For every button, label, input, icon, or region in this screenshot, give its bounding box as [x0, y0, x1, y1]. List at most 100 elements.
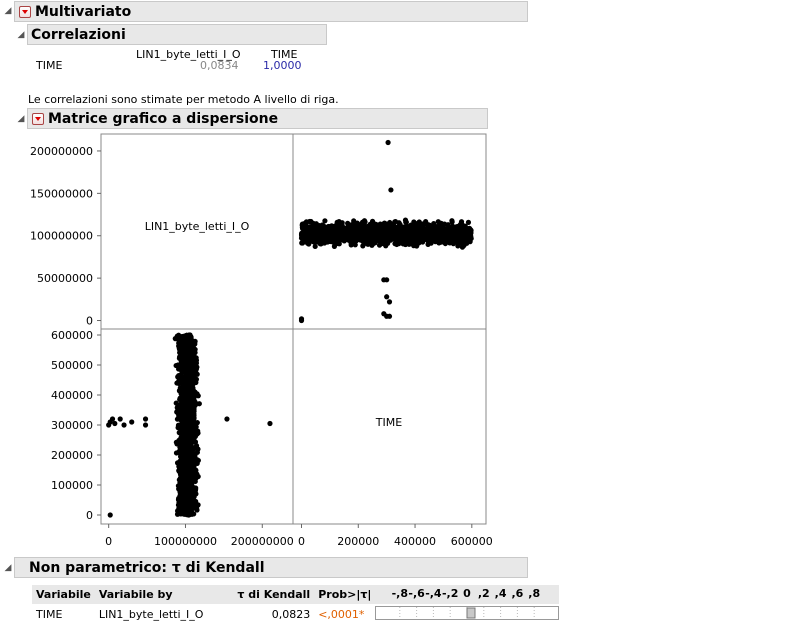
- scatter-point: [180, 393, 186, 399]
- scatter-point: [178, 497, 184, 503]
- scatter-point: [334, 238, 340, 244]
- disclosure-triangle-icon[interactable]: ◢: [17, 114, 25, 124]
- scatter-point: [178, 401, 184, 407]
- tau-bar-chart: [375, 606, 560, 620]
- bar-tick-label: -,6: [409, 587, 426, 600]
- multivariato-title: Multivariato: [35, 3, 132, 20]
- scatter-point: [462, 227, 468, 233]
- scatter-point: [401, 231, 407, 237]
- scatter-point: [189, 476, 196, 482]
- scatter-point: [375, 231, 381, 237]
- bar-tick-label: ,4: [495, 587, 507, 600]
- scatter-point: [177, 354, 183, 360]
- scatter-point: [467, 239, 473, 245]
- scatter-point: [425, 222, 431, 228]
- diag-label-time: TIME: [375, 416, 402, 429]
- scatter-point: [187, 456, 193, 463]
- scatter-point: [312, 243, 318, 250]
- scatter-point: [313, 225, 319, 232]
- col-header-prob: Prob>|τ|: [314, 585, 376, 604]
- scatter-point: [184, 488, 190, 494]
- scatter-point: [426, 229, 433, 235]
- scatter-point: [375, 226, 381, 232]
- scatter-point: [267, 420, 273, 427]
- scatter-point: [362, 219, 368, 225]
- scatter-point: [181, 348, 187, 354]
- scatter-point: [388, 187, 394, 193]
- scatter-point: [188, 424, 194, 431]
- disclosure-triangle-icon[interactable]: ◢: [4, 563, 12, 573]
- x-tick-label: 0: [298, 535, 305, 548]
- scatter-matrix-chart[interactable]: LIN1_byte_letti_I_O TIME 200000000150000…: [0, 128, 500, 553]
- scatter-point: [307, 238, 313, 244]
- scatter-point: [421, 221, 427, 227]
- x-tick-label: 0: [105, 535, 112, 548]
- scatter-point: [177, 388, 184, 394]
- scatter-point: [174, 441, 180, 447]
- scatter-point: [195, 473, 201, 480]
- y-tick-label: 150000000: [30, 187, 93, 200]
- scatter-point: [458, 233, 464, 240]
- scatter-point: [185, 381, 191, 387]
- scatter-point: [176, 505, 182, 511]
- scatter-point: [121, 422, 127, 428]
- scatter-point: [117, 416, 123, 422]
- scatter-point: [407, 225, 413, 231]
- scatter-point: [443, 233, 449, 240]
- scatter-point: [317, 231, 323, 237]
- scatter-point: [179, 468, 186, 474]
- scatter-point: [194, 507, 200, 513]
- scatter-point: [129, 419, 135, 425]
- scatter-point: [181, 422, 187, 429]
- scatter-point: [384, 294, 390, 300]
- kendall-header[interactable]: Non parametrico: τ di Kendall: [14, 557, 528, 578]
- y-tick-label: 0: [86, 509, 93, 522]
- disclosure-triangle-icon[interactable]: ◢: [4, 6, 12, 16]
- disclosure-triangle-icon[interactable]: ◢: [17, 30, 25, 40]
- correlazioni-header[interactable]: Correlazioni: [27, 24, 327, 45]
- corr-value-time: 1,0000: [263, 59, 302, 71]
- scatter-point: [435, 236, 441, 242]
- scatter-point: [308, 225, 314, 231]
- red-triangle-menu-icon[interactable]: [32, 112, 44, 125]
- kendall-table: Variabile Variabile by τ di Kendall Prob…: [32, 585, 560, 625]
- scatter-point: [195, 393, 201, 399]
- scatter-point: [190, 489, 196, 495]
- scatter-point: [357, 222, 364, 228]
- correlazioni-note: Le correlazioni sono stimate per metodo …: [28, 93, 339, 106]
- scatter-point: [466, 234, 472, 240]
- scatter-point: [175, 404, 181, 410]
- scatter-point: [397, 236, 403, 242]
- x-tick-label: 100000000: [154, 535, 217, 548]
- scatter-point: [184, 466, 190, 472]
- bar-tick-label: ,6: [512, 587, 524, 600]
- scatter-point: [193, 357, 200, 363]
- scatter-point: [181, 378, 187, 384]
- scatter-point: [379, 235, 385, 241]
- scatter-point: [177, 483, 183, 489]
- scatter-point: [181, 472, 187, 478]
- red-triangle-menu-icon[interactable]: [19, 5, 31, 18]
- scatter-point: [178, 448, 184, 454]
- scatter-point: [459, 244, 466, 250]
- scatter-point: [191, 412, 197, 419]
- scatter-matrix-header[interactable]: Matrice grafico a dispersione: [27, 108, 488, 129]
- scatter-point: [142, 422, 149, 428]
- scatter-point: [178, 489, 184, 495]
- scatter-point: [316, 223, 322, 229]
- scatter-point: [194, 460, 200, 466]
- row-prob: <,0001*: [318, 608, 365, 621]
- multivariato-header[interactable]: Multivariato: [14, 1, 528, 22]
- scatter-point: [419, 238, 426, 245]
- scatter-point: [182, 412, 189, 418]
- col-header-tau: τ di Kendall: [207, 585, 315, 604]
- col-header-bar-ticks: -,8 -,6 -,4 -,2 0 ,2 ,4 ,6 ,8: [375, 585, 560, 604]
- scatter-point: [396, 220, 402, 226]
- scatter-point: [335, 227, 341, 233]
- tau-bar: [466, 607, 476, 619]
- y-tick-label: 50000000: [37, 272, 93, 285]
- scatter-point: [178, 457, 184, 463]
- y-tick-label: 500000: [51, 359, 93, 372]
- scatter-point: [445, 226, 451, 232]
- scatter-point: [175, 362, 181, 368]
